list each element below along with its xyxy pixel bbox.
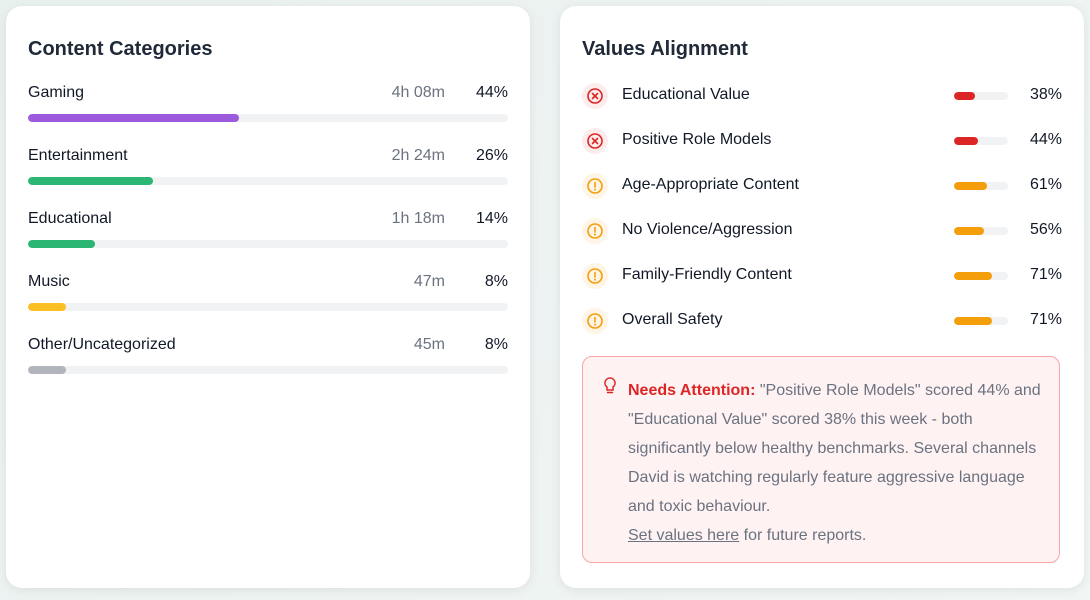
alert-text: Needs Attention: "Positive Role Models" … — [628, 376, 1043, 550]
progress-bar — [954, 272, 993, 280]
value-percent: 61% — [1029, 176, 1062, 193]
category-time: 45m — [413, 336, 445, 353]
progress-track — [28, 240, 508, 248]
value-name: Positive Role Models — [622, 131, 772, 148]
category-percent: 8% — [484, 336, 508, 353]
alert-heading: Needs Attention: — [628, 382, 756, 399]
progress-track — [954, 182, 1008, 190]
category-name: Gaming — [28, 84, 85, 101]
category-time: 4h 08m — [391, 84, 445, 101]
value-name: Family-Friendly Content — [622, 266, 792, 283]
progress-bar — [28, 114, 240, 122]
values-alignment-card: Values Alignment Needs Attention: "Posit… — [560, 6, 1084, 588]
progress-track — [954, 92, 1008, 100]
value-name: Age-Appropriate Content — [622, 176, 799, 193]
progress-bar — [954, 92, 975, 100]
status-icon — [582, 173, 608, 199]
progress-bar — [28, 240, 96, 248]
category-name: Educational — [28, 210, 112, 227]
value-name: Overall Safety — [622, 311, 723, 328]
icon-glyph — [587, 178, 603, 194]
category-name: Other/Uncategorized — [28, 336, 176, 353]
progress-track — [28, 303, 508, 311]
status-icon — [582, 83, 608, 109]
status-icon — [582, 128, 608, 154]
value-name: Educational Value — [622, 86, 750, 103]
progress-track — [954, 227, 1008, 235]
status-icon — [582, 263, 608, 289]
category-percent: 26% — [475, 147, 508, 164]
progress-track — [954, 137, 1008, 145]
status-icon — [582, 308, 608, 334]
progress-track — [954, 317, 1008, 325]
progress-track — [28, 114, 508, 122]
value-percent: 44% — [1029, 131, 1062, 148]
status-icon — [582, 218, 608, 244]
bulb-icon — [604, 377, 616, 394]
progress-bar — [28, 177, 153, 185]
value-percent: 38% — [1029, 86, 1062, 103]
category-time: 1h 18m — [391, 210, 445, 227]
progress-bar — [954, 182, 987, 190]
icon-glyph — [587, 88, 603, 104]
category-time: 47m — [413, 273, 445, 290]
content-categories-card: Content Categories Gaming 4h 08m 44% Entert… — [6, 6, 530, 588]
card-title: Values Alignment — [582, 38, 748, 60]
category-percent: 8% — [484, 273, 508, 290]
category-time: 2h 24m — [391, 147, 445, 164]
alert-box: Needs Attention: "Positive Role Models" … — [582, 356, 1060, 563]
progress-track — [28, 177, 508, 185]
category-name: Music — [28, 273, 70, 290]
settings-link[interactable]: Set values here — [628, 527, 740, 544]
progress-bar — [28, 303, 67, 311]
icon-glyph — [587, 268, 603, 284]
value-percent: 56% — [1029, 221, 1062, 238]
progress-track — [28, 366, 508, 374]
alert-suffix: for future reports. — [739, 527, 867, 544]
category-percent: 14% — [475, 210, 508, 227]
category-name: Entertainment — [28, 147, 128, 164]
value-percent: 71% — [1029, 311, 1062, 328]
value-name: No Violence/Aggression — [622, 221, 793, 238]
progress-bar — [954, 137, 978, 145]
progress-bar — [28, 366, 67, 374]
icon-glyph — [587, 223, 603, 239]
category-percent: 44% — [475, 84, 508, 101]
progress-bar — [954, 227, 985, 235]
alert-body: "Positive Role Models" scored 44% and "E… — [628, 382, 1041, 515]
card-title: Content Categories — [28, 38, 213, 60]
icon-glyph — [587, 313, 603, 329]
progress-bar — [954, 317, 993, 325]
progress-track — [954, 272, 1008, 280]
icon-glyph — [587, 133, 603, 149]
value-percent: 71% — [1029, 266, 1062, 283]
